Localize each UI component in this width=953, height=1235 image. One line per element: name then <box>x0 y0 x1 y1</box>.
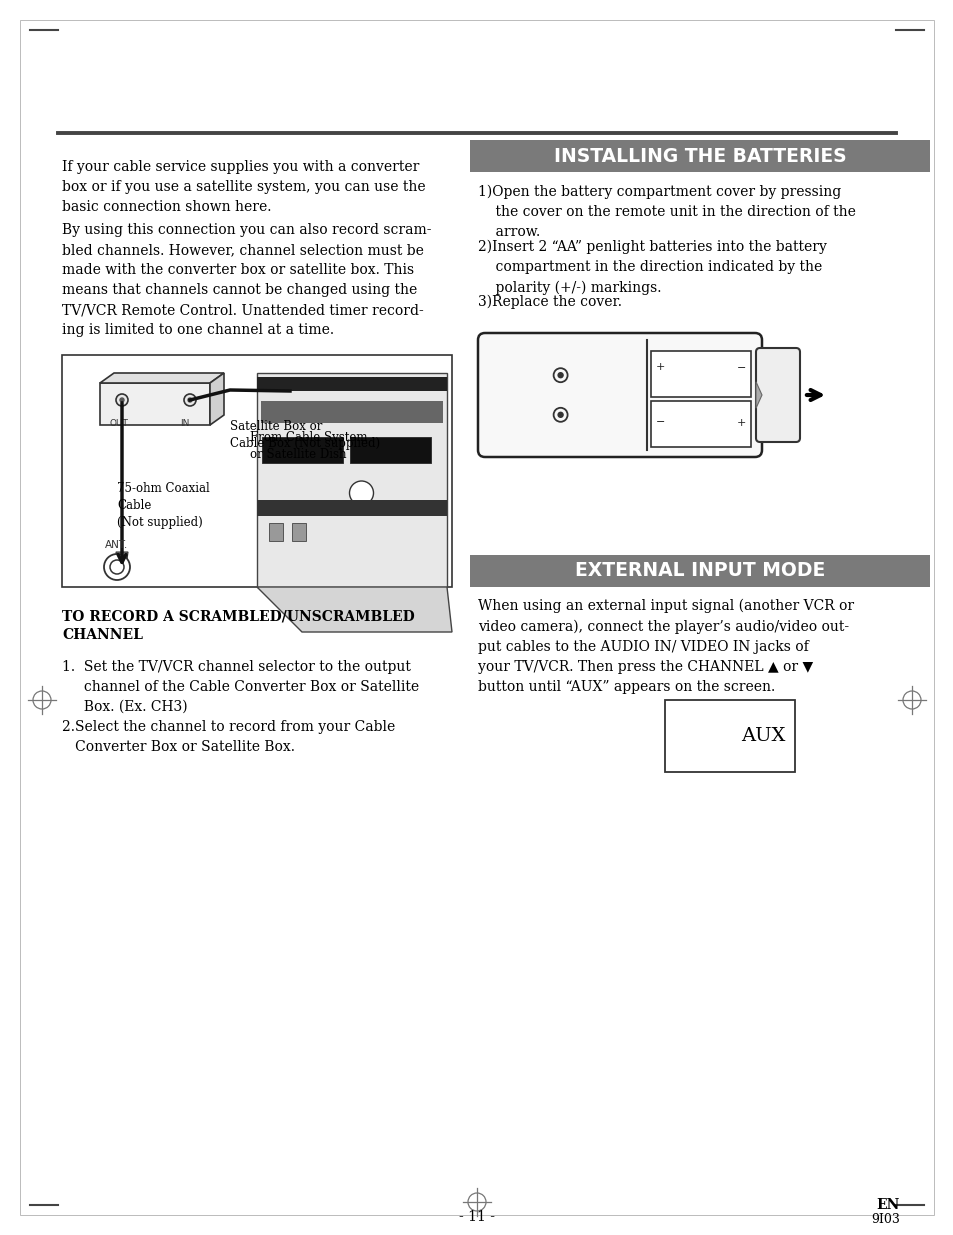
Text: When using an external input signal (another VCR or
video camera), connect the p: When using an external input signal (ano… <box>477 599 853 694</box>
Text: AUX: AUX <box>740 727 784 745</box>
Bar <box>256 373 447 587</box>
Text: EXTERNAL INPUT MODE: EXTERNAL INPUT MODE <box>575 562 824 580</box>
Text: −: − <box>736 363 745 373</box>
Text: ANT.: ANT. <box>105 540 129 550</box>
Circle shape <box>110 559 124 574</box>
FancyBboxPatch shape <box>755 348 800 442</box>
Bar <box>292 522 306 541</box>
Circle shape <box>558 373 562 378</box>
Text: 2)Insert 2 “AA” penlight batteries into the battery
    compartment in the direc: 2)Insert 2 “AA” penlight batteries into … <box>477 240 826 295</box>
Bar <box>256 500 447 516</box>
Text: +: + <box>656 363 664 373</box>
Text: +: + <box>736 417 745 427</box>
Text: 3)Replace the cover.: 3)Replace the cover. <box>477 295 621 310</box>
Circle shape <box>116 394 128 406</box>
Bar <box>100 383 210 425</box>
Text: - 11 -: - 11 - <box>458 1210 495 1224</box>
Text: TO RECORD A SCRAMBLED/UNSCRAMBLED
CHANNEL: TO RECORD A SCRAMBLED/UNSCRAMBLED CHANNE… <box>62 610 415 642</box>
Text: If your cable service supplies you with a converter
box or if you use a satellit: If your cable service supplies you with … <box>62 161 425 214</box>
Bar <box>470 555 929 587</box>
Text: 75-ohm Coaxial
Cable
(Not supplied): 75-ohm Coaxial Cable (Not supplied) <box>117 482 210 529</box>
Circle shape <box>104 555 130 580</box>
Bar <box>470 140 929 172</box>
Circle shape <box>558 412 562 417</box>
Bar <box>664 700 794 772</box>
Polygon shape <box>256 587 452 632</box>
Text: From Cable System
or Satellite Dish: From Cable System or Satellite Dish <box>250 431 367 461</box>
Bar <box>269 522 283 541</box>
Bar <box>62 354 452 587</box>
Circle shape <box>188 398 192 403</box>
Text: 1)Open the battery compartment cover by pressing
    the cover on the remote uni: 1)Open the battery compartment cover by … <box>477 185 855 240</box>
Text: 9I03: 9I03 <box>870 1213 899 1226</box>
Bar <box>650 351 750 398</box>
Text: OUT: OUT <box>110 419 129 429</box>
Circle shape <box>349 480 374 505</box>
Polygon shape <box>100 373 224 383</box>
Bar <box>261 401 442 424</box>
Text: INSTALLING THE BATTERIES: INSTALLING THE BATTERIES <box>553 147 845 165</box>
Text: −: − <box>656 417 664 427</box>
Polygon shape <box>116 552 128 567</box>
Bar <box>262 437 343 463</box>
Polygon shape <box>210 373 224 425</box>
Text: 2.Select the channel to record from your Cable
   Converter Box or Satellite Box: 2.Select the channel to record from your… <box>62 720 395 755</box>
Circle shape <box>120 398 124 403</box>
Text: IN: IN <box>180 419 190 429</box>
Bar <box>256 377 447 391</box>
FancyBboxPatch shape <box>477 333 761 457</box>
Text: 1.  Set the TV/VCR channel selector to the output
     channel of the Cable Conv: 1. Set the TV/VCR channel selector to th… <box>62 659 418 714</box>
Text: Satellite Box or
Cable Box (Not supplied): Satellite Box or Cable Box (Not supplied… <box>230 420 379 450</box>
Bar <box>650 400 750 447</box>
Bar <box>350 437 431 463</box>
Text: By using this connection you can also record scram-
bled channels. However, chan: By using this connection you can also re… <box>62 224 431 337</box>
Circle shape <box>184 394 195 406</box>
Polygon shape <box>755 382 761 409</box>
Text: EN: EN <box>876 1198 899 1212</box>
